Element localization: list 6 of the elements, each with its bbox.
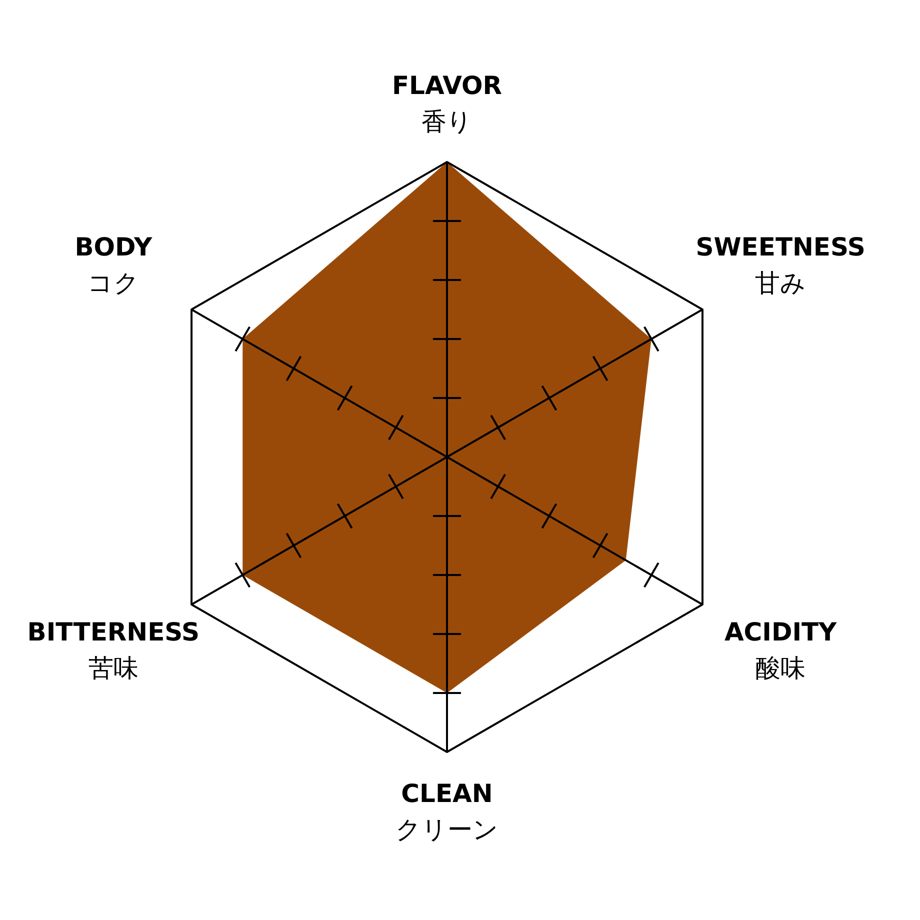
- spoke-label: BITTERNESS 苦味: [27, 617, 200, 682]
- spoke-label: SWEETNESS 甘み: [696, 232, 866, 297]
- spoke-label: FLAVOR 香り: [392, 70, 502, 136]
- spoke-label: ACIDITY 酸味: [724, 617, 838, 682]
- spoke-label: CLEAN クリーン: [396, 778, 498, 844]
- spoke-label: BODY コク: [74, 232, 153, 297]
